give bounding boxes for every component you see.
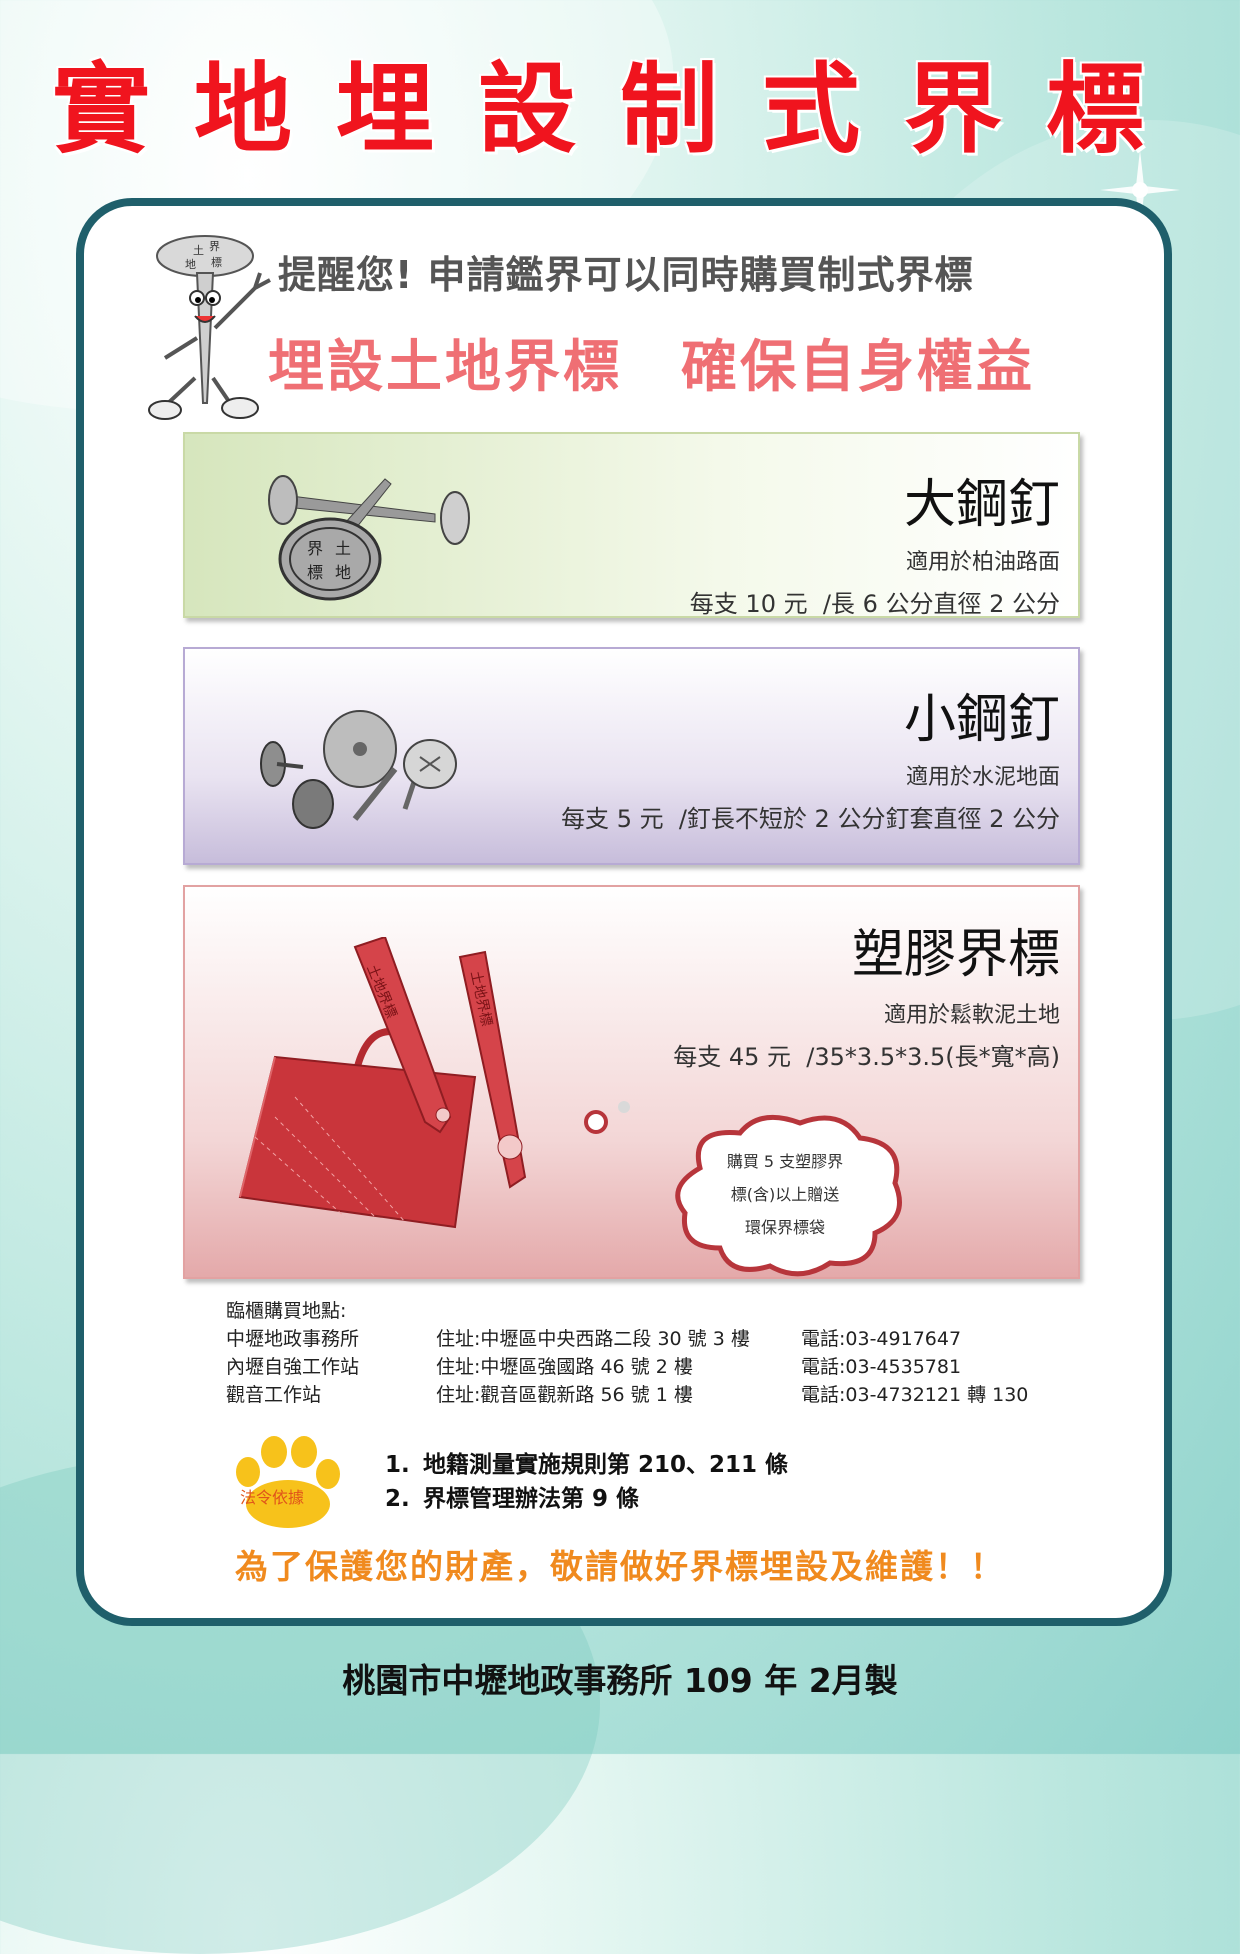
location-row: 內壢自強工作站 住址:中壢區強國路 46 號 2 樓 電話:03-4535781: [226, 1353, 1028, 1381]
svg-text:界: 界: [307, 539, 323, 558]
legal-item-number: 2.: [385, 1486, 410, 1512]
location-row: 觀音工作站 住址:觀音區觀新路 56 號 1 樓 電話:03-4732121 轉…: [226, 1381, 1028, 1409]
legal-item: 2. 界標管理辦法第 9 條: [385, 1482, 788, 1516]
svg-text:土: 土: [193, 244, 204, 257]
promo-text: 購買 5 支塑膠界 標(含)以上贈送 環保界標袋: [700, 1145, 870, 1244]
location-phone: 電話:03-4917647: [801, 1328, 962, 1350]
location-address: 住址:觀音區觀新路 56 號 1 樓: [436, 1384, 693, 1406]
legal-item-text: 地籍測量實施規則第 210、211 條: [423, 1452, 789, 1478]
product-price: 每支 5 元 /釘長不短於 2 公分釘套直徑 2 公分: [561, 805, 1060, 833]
svg-text:土: 土: [335, 539, 351, 558]
product-panel-small-nail: 小鋼釘 適用於水泥地面 每支 5 元 /釘長不短於 2 公分釘套直徑 2 公分: [183, 647, 1080, 865]
locations-heading: 臨櫃購買地點:: [226, 1300, 347, 1322]
product-usage: 適用於水泥地面: [905, 765, 1060, 790]
product-usage: 適用於鬆軟泥土地: [883, 1003, 1060, 1028]
sparkle-icon: [1100, 150, 1180, 230]
page-title: 實地埋設制式界標: [51, 52, 1188, 167]
promo-line: 環保界標袋: [744, 1218, 825, 1237]
svg-text:地: 地: [185, 258, 196, 271]
product-name: 塑膠界標: [851, 925, 1060, 985]
product-price: 每支 10 元 /長 6 公分直徑 2 公分: [689, 590, 1060, 618]
svg-text:地: 地: [335, 563, 351, 582]
location-name: 內壢自強工作站: [226, 1356, 360, 1378]
small-steel-nail-image: [260, 710, 457, 829]
thought-bubble-dots: [584, 1101, 630, 1134]
product-price: 每支 45 元 /35*3.5*3.5(長*寬*高): [673, 1043, 1060, 1071]
paw-print-icon: [236, 1436, 340, 1528]
product-panel-large-nail: 界 土 標 地 大鋼釘 適用於柏油路面 每支 10 元 /長 6 公分直徑 2 …: [183, 432, 1080, 618]
legal-item-text: 界標管理辦法第 9 條: [423, 1486, 640, 1512]
plastic-marker-and-bag-image: 土地界標 土地界標: [238, 937, 527, 1229]
slogan-text: 埋設土地界標 確保自身權益: [268, 335, 1035, 400]
product-name: 大鋼釘: [903, 475, 1060, 535]
large-steel-nail-image: 界 土 標 地: [268, 475, 470, 601]
thought-cloud-shape: [675, 1114, 902, 1277]
svg-text:標: 標: [307, 563, 323, 582]
location-name: 中壢地政事務所: [226, 1328, 360, 1350]
svg-text:界: 界: [209, 240, 220, 253]
product-name: 小鋼釘: [903, 690, 1060, 750]
location-name: 觀音工作站: [226, 1384, 322, 1406]
product-usage: 適用於柏油路面: [905, 550, 1060, 575]
closing-message: 為了保護您的財產，敬請做好界標埋設及維護！！: [235, 1547, 1005, 1586]
legal-basis-label: 法令依據: [240, 1488, 305, 1507]
location-phone: 電話:03-4535781: [801, 1356, 962, 1378]
svg-text:標: 標: [211, 255, 222, 269]
legal-item: 1. 地籍測量實施規則第 210、211 條: [385, 1448, 788, 1482]
reminder-text: 提醒您! 申請鑑界可以同時購買制式界標: [278, 253, 974, 297]
legal-list: 1. 地籍測量實施規則第 210、211 條 2. 界標管理辦法第 9 條: [385, 1448, 788, 1516]
legal-item-number: 1.: [385, 1452, 410, 1478]
location-phone: 電話:03-4732121 轉 130: [801, 1384, 1029, 1406]
purchase-locations: 臨櫃購買地點: 中壢地政事務所 住址:中壢區中央西路二段 30 號 3 樓 電話…: [226, 1297, 1028, 1409]
location-address: 住址:中壢區強國路 46 號 2 樓: [436, 1356, 693, 1378]
product-panel-plastic-marker: 土地界標 土地界標 塑膠界標 適用於鬆軟泥土地 每支 45 元 /35*3.5*…: [183, 885, 1080, 1279]
promo-line: 購買 5 支塑膠界: [726, 1152, 844, 1171]
footer-credit: 桃園市中壢地政事務所 109 年 2月製: [342, 1661, 898, 1700]
location-address: 住址:中壢區中央西路二段 30 號 3 樓: [436, 1328, 750, 1350]
location-row: 中壢地政事務所 住址:中壢區中央西路二段 30 號 3 樓 電話:03-4917…: [226, 1325, 1028, 1353]
promo-line: 標(含)以上贈送: [730, 1185, 840, 1204]
mascot-nail-icon: 土 界 地 標: [148, 235, 271, 420]
